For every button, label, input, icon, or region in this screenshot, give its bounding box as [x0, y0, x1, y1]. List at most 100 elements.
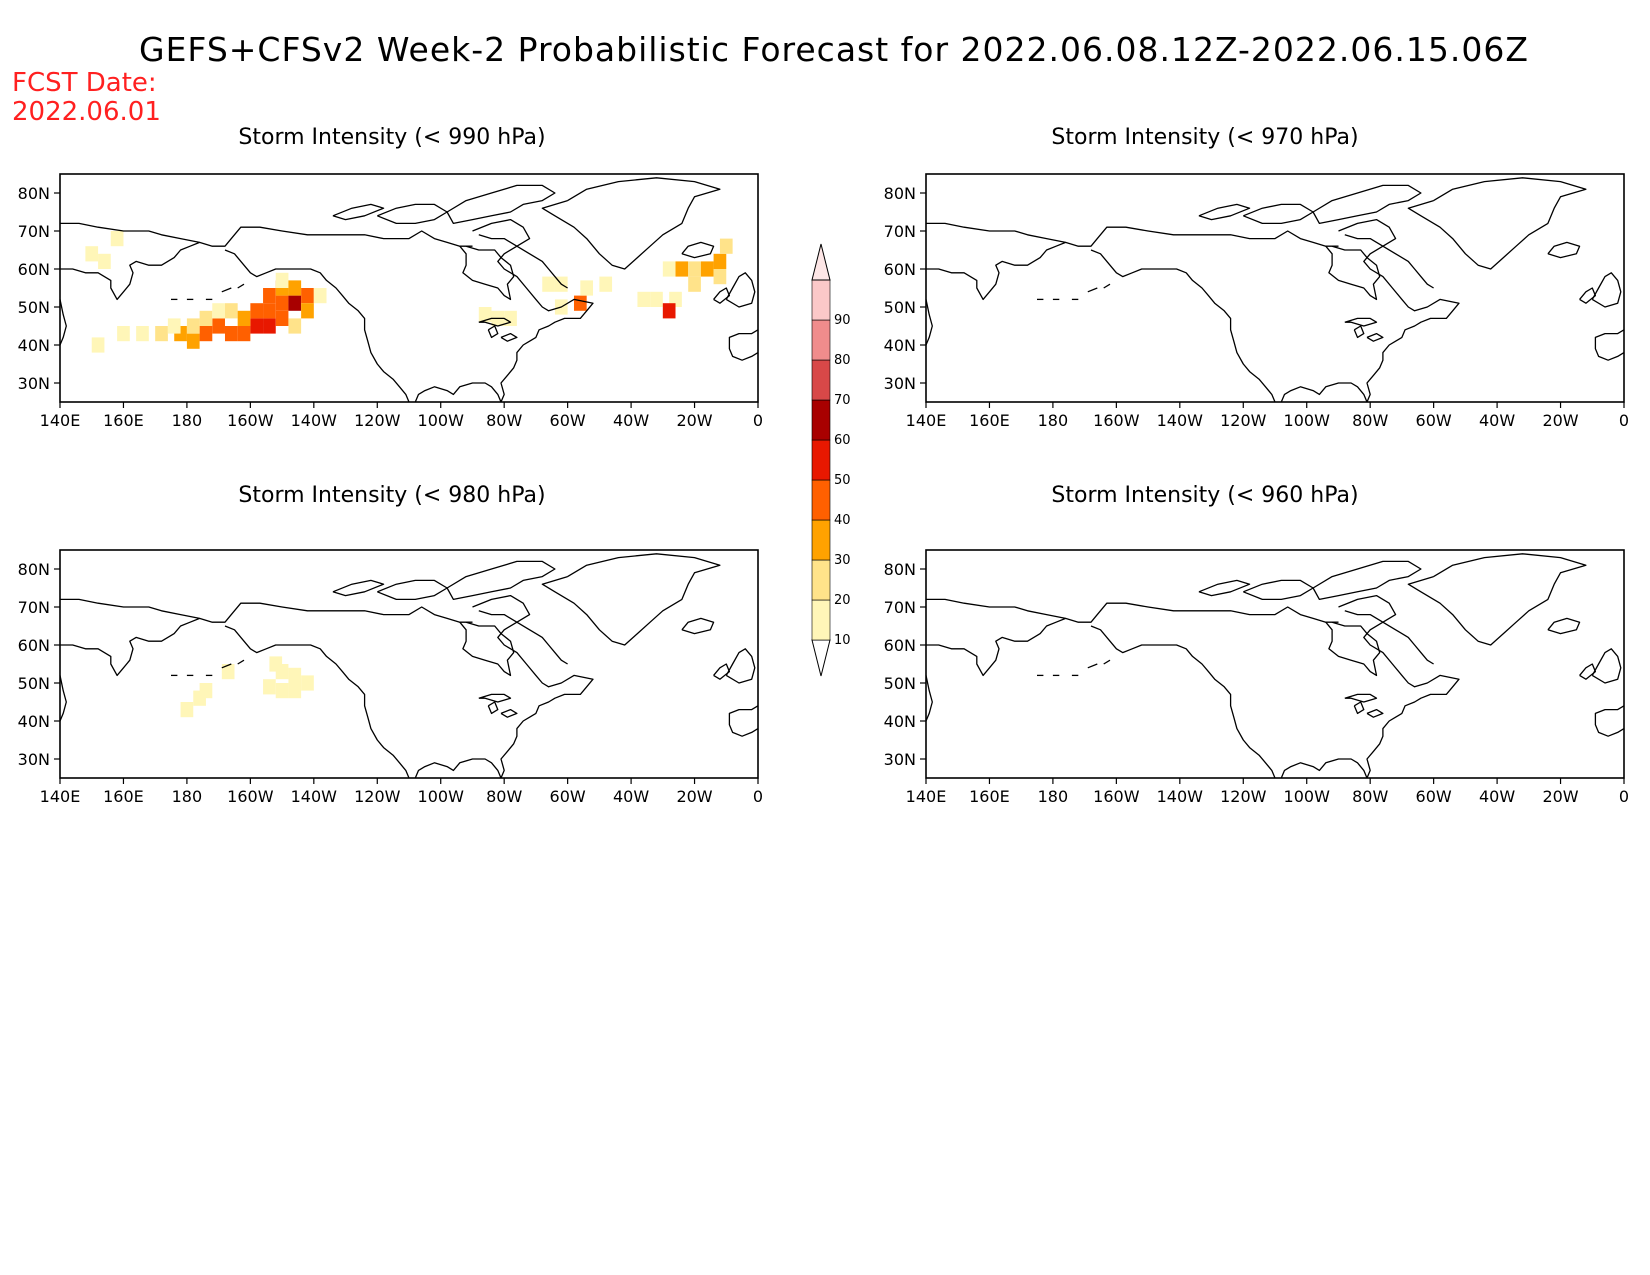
coastline — [487, 325, 499, 339]
probability-cell — [199, 326, 213, 342]
coastline — [472, 218, 531, 247]
coastline — [1243, 579, 1314, 601]
coastline — [1312, 184, 1422, 225]
probability-cell — [301, 675, 314, 691]
coastline — [1090, 249, 1276, 403]
probability-cell — [288, 295, 302, 311]
coastline — [1338, 594, 1397, 623]
probability-cell — [237, 310, 251, 326]
probability-cell — [263, 318, 276, 334]
y-tick-label: 30N — [884, 374, 916, 393]
colorbar-segment — [811, 599, 831, 641]
coastline — [1103, 283, 1111, 289]
x-tick-label: 40W — [1479, 411, 1515, 430]
probability-cell — [250, 318, 264, 334]
coastline — [1594, 705, 1625, 737]
map-frame — [925, 173, 1625, 403]
coastline — [332, 203, 385, 221]
x-tick-label: 160W — [227, 787, 274, 806]
x-tick-label: 140E — [40, 787, 81, 806]
x-tick-label: 100W — [1284, 411, 1331, 430]
probability-cell — [599, 276, 613, 292]
probability-cell — [98, 253, 111, 269]
x-tick-label: 120W — [1220, 787, 1267, 806]
x-tick-label: 140E — [906, 787, 947, 806]
probability-cell — [199, 310, 213, 326]
probability-cell — [713, 253, 727, 269]
x-tick-label: 0 — [753, 411, 763, 430]
coastline — [926, 598, 1339, 623]
probability-cell — [180, 702, 194, 718]
probability-cell — [186, 318, 200, 334]
coastline — [1363, 621, 1460, 779]
coastline — [446, 560, 556, 601]
probability-cell — [713, 269, 727, 285]
probability-cell — [186, 333, 200, 349]
x-tick-label: 160E — [969, 787, 1010, 806]
coastline — [1547, 241, 1581, 259]
coastline — [221, 287, 232, 293]
y-tick-label: 70N — [18, 222, 50, 241]
x-tick-label: 140W — [1157, 411, 1204, 430]
coastline — [1366, 332, 1384, 342]
coastline — [1087, 287, 1098, 293]
x-tick-label: 0 — [1619, 411, 1629, 430]
x-tick-label: 120W — [354, 411, 401, 430]
coastline — [1594, 329, 1625, 361]
y-tick-label: 30N — [18, 374, 50, 393]
coastline — [925, 675, 933, 722]
panel-title-980: Storm Intensity (< 980 hPa) — [238, 483, 546, 508]
x-tick-label: 140W — [1157, 787, 1204, 806]
x-tick-label: 120W — [354, 787, 401, 806]
coastline — [1243, 203, 1314, 225]
x-tick-label: 0 — [753, 787, 763, 806]
y-tick-label: 70N — [884, 598, 916, 617]
colorbar-segment — [811, 399, 831, 441]
probability-cell — [275, 310, 289, 326]
coastline — [1090, 625, 1276, 779]
coastline — [925, 299, 933, 346]
x-tick-label: 80W — [486, 411, 522, 430]
x-tick-label: 20W — [1542, 787, 1578, 806]
coastline — [1344, 317, 1378, 327]
probability-cell — [193, 690, 206, 706]
coastline — [221, 663, 232, 669]
y-tick-label: 50N — [884, 298, 916, 317]
coastline — [1325, 245, 1381, 301]
y-tick-label: 80N — [884, 560, 916, 579]
panel-title-960: Storm Intensity (< 960 hPa) — [1051, 483, 1359, 508]
probability-cell — [263, 679, 276, 695]
coastline — [1353, 325, 1365, 339]
coastline — [1591, 272, 1622, 308]
colorbar-segment — [811, 519, 831, 561]
coastline — [728, 329, 759, 361]
y-tick-label: 50N — [18, 674, 50, 693]
probability-cell — [263, 303, 276, 319]
x-tick-label: 160E — [103, 411, 144, 430]
x-tick-label: 140E — [906, 411, 947, 430]
colorbar-high-arrow — [811, 243, 831, 281]
x-tick-label: 40W — [613, 411, 649, 430]
coastline — [1325, 621, 1381, 677]
colorbar-low-arrow — [811, 639, 831, 677]
coastline — [1312, 560, 1422, 601]
coastline — [1280, 758, 1368, 779]
probability-cell — [313, 288, 327, 304]
coastline — [1591, 648, 1622, 684]
colorbar-segment — [811, 359, 831, 401]
y-tick-label: 70N — [18, 598, 50, 617]
x-tick-label: 140W — [291, 787, 338, 806]
colorbar-segment — [811, 559, 831, 601]
colorbar-label: 60 — [834, 433, 851, 448]
probability-cell — [288, 318, 302, 334]
map-panel-970: 140E 160E 180 160W 140W 120W 100W 80W 60W 40W 20W 0… — [884, 173, 1629, 430]
coastline — [1363, 245, 1460, 403]
coastline — [459, 245, 515, 301]
coastline — [1087, 663, 1098, 669]
colorbar-segment — [811, 319, 831, 361]
probability-cell — [221, 664, 235, 680]
coastline — [414, 758, 502, 779]
y-tick-label: 80N — [18, 560, 50, 579]
y-tick-label: 40N — [18, 712, 50, 731]
x-tick-label: 0 — [1619, 787, 1629, 806]
